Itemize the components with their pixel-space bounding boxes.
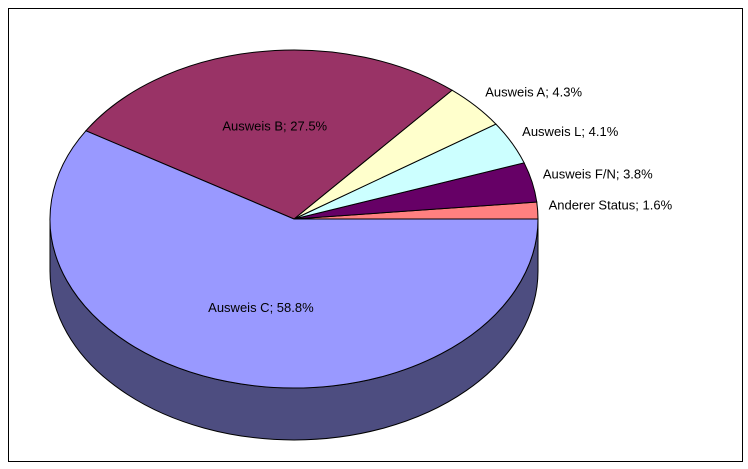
data-label: Ausweis A; 4.3% xyxy=(485,85,582,100)
pie-slice xyxy=(49,130,539,389)
pie-slice xyxy=(85,49,453,220)
data-label: Anderer Status; 1.6% xyxy=(549,197,673,212)
data-label: Ausweis L; 4.1% xyxy=(522,124,619,139)
data-label: Ausweis F/N; 3.8% xyxy=(543,167,653,182)
data-label: Ausweis B; 27.5% xyxy=(222,119,327,134)
data-label: Ausweis C; 58.8% xyxy=(208,300,314,315)
